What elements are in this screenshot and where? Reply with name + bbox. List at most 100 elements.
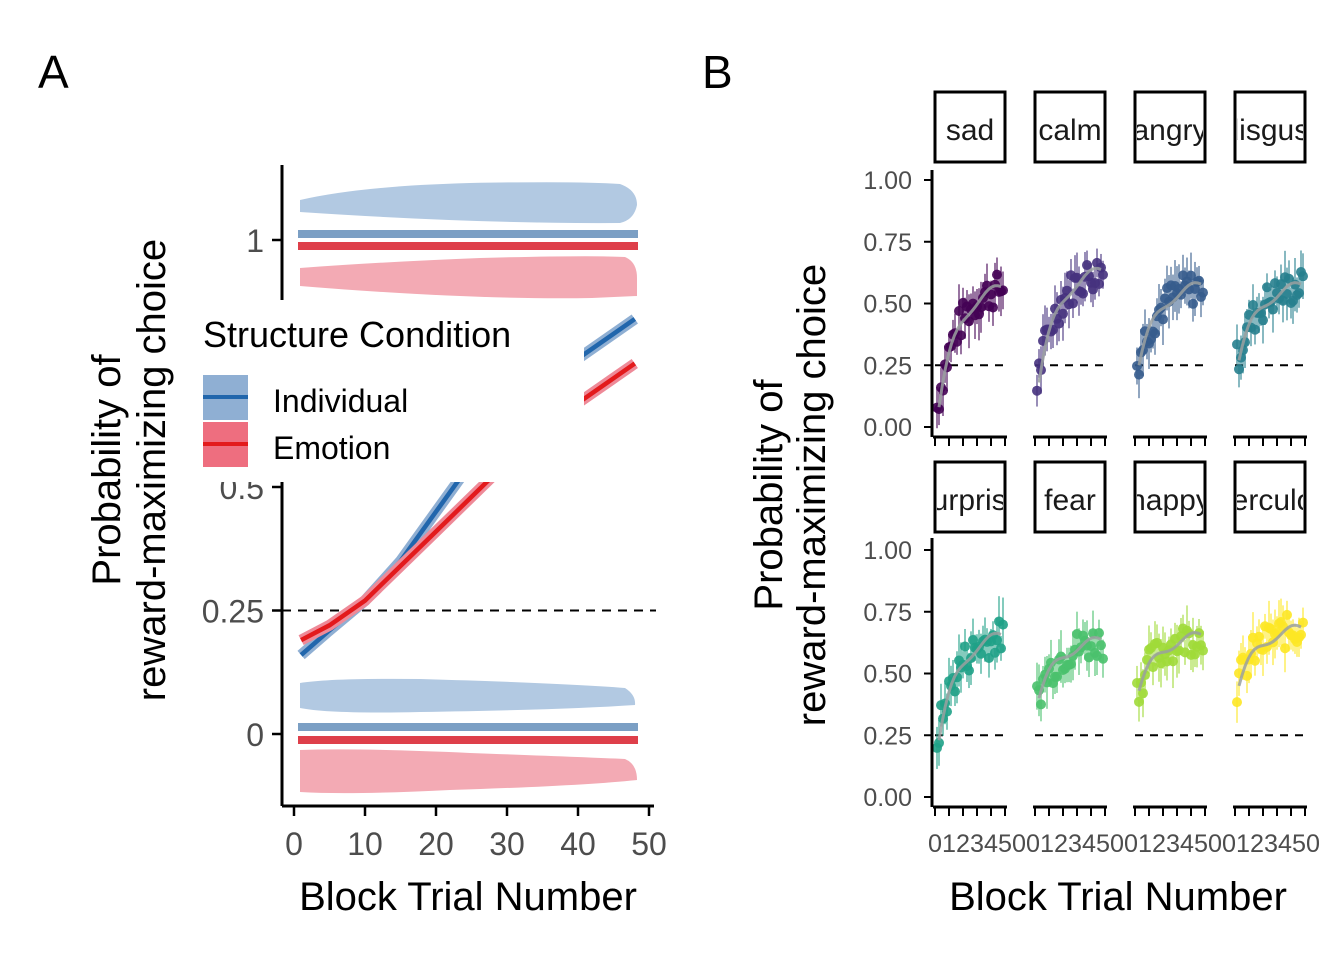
facet-y-tick-label: 0.50: [863, 661, 912, 689]
facet-y-tick-label: 0.00: [863, 414, 912, 442]
facet-strip-tuberculosis: [1233, 460, 1307, 534]
facet-strip-label: disgust: [1222, 114, 1318, 147]
facet-point: [934, 737, 944, 748]
y-tick-label: 0: [246, 717, 264, 753]
panel-b-x-axis-title: Block Trial Number: [949, 875, 1287, 919]
facet-strip-fear: [1033, 460, 1107, 534]
facet-strip-label: sad: [946, 114, 994, 147]
facet-trend-line: [1037, 635, 1102, 699]
facet-point: [1046, 657, 1056, 668]
facet-point: [988, 302, 998, 313]
legend-background: [192, 300, 584, 482]
facet-point: [1258, 315, 1268, 326]
violin-emotion-top: [300, 256, 637, 299]
facet-point: [956, 330, 966, 341]
facet-trend-line: [937, 284, 1002, 408]
facet-strip-label: happy: [1129, 484, 1211, 517]
facet-point: [1036, 699, 1046, 710]
facet-y-tick-label: 0.00: [863, 784, 912, 812]
facet-strip-disgust: [1233, 90, 1307, 164]
legend-title: Structure Condition: [203, 314, 511, 355]
facet-point: [1268, 304, 1278, 315]
facet-trend-line: [1137, 281, 1202, 366]
facet-strip-label: fear: [1044, 484, 1096, 517]
x-tick-label: 20: [418, 826, 454, 862]
facet-point: [960, 641, 970, 652]
facet-point: [1068, 298, 1078, 309]
facet-trend-line: [937, 631, 1002, 741]
x-tick-label: 10: [347, 826, 383, 862]
facet-trend-line: [1237, 623, 1302, 687]
facet-point: [1054, 318, 1064, 329]
facet-trend-line: [1237, 281, 1302, 361]
facet-point: [1250, 655, 1260, 666]
facet-point: [1298, 271, 1308, 282]
legend: Structure Condition Individual Emotion: [192, 300, 584, 482]
facet-y-tick-label: 0.50: [863, 291, 912, 319]
violin-individual-top: [300, 182, 637, 224]
line-emotion: [300, 361, 637, 643]
facet-point: [1248, 299, 1258, 310]
facet-point: [1280, 643, 1290, 654]
facet-point: [1188, 298, 1198, 309]
facet-point: [1098, 653, 1108, 664]
facet-point: [964, 665, 974, 676]
legend-label-individual: Individual: [273, 383, 408, 419]
panel-a-y-axis-title-line2: reward-maximizing choice: [130, 239, 174, 701]
facet-point: [1098, 269, 1108, 280]
facet-x-tick-labels: 0123450012345001234500123450: [928, 830, 1320, 858]
facet-point: [996, 643, 1006, 654]
facet-point: [1158, 314, 1168, 325]
facet-point: [1282, 609, 1292, 620]
facet-strip-calm: [1033, 90, 1107, 164]
facet-point: [1058, 308, 1068, 319]
facet-point: [1296, 629, 1306, 640]
facet-point: [1198, 287, 1208, 298]
facet-y-tick-label: 1.00: [863, 167, 912, 195]
facet-strip-label: calm: [1038, 114, 1101, 147]
x-tick-label: 50: [631, 826, 667, 862]
facet-strip-sad: [933, 90, 1007, 164]
facet-y-tick-label: 0.25: [863, 352, 912, 380]
facet-point: [1198, 645, 1208, 656]
facet-y-tick-label: 1.00: [863, 537, 912, 565]
facet-point: [1186, 270, 1196, 281]
facet-trend-line: [1037, 266, 1102, 383]
facet-strip-angry: [1133, 90, 1207, 164]
facet-y-tick-label: 0.75: [863, 599, 912, 627]
facet-point: [998, 619, 1008, 630]
panel-a-x-axis-title: Block Trial Number: [299, 875, 637, 919]
violin-emotion-bottom: [300, 749, 637, 794]
y-tick-label: 0.25: [202, 594, 264, 630]
panel-b-y-axis-title-line1: Probability of: [747, 379, 791, 611]
facet-y-tick-label: 0.25: [863, 722, 912, 750]
panel-a-y-axis-title-line1: Probability of: [85, 354, 129, 586]
facet-point: [1032, 385, 1042, 396]
facet-point: [954, 305, 964, 316]
facet-point: [1298, 617, 1308, 628]
facet-point: [1094, 278, 1104, 289]
facet-strip-label: tuberculosis: [1190, 484, 1344, 517]
panel-label-b: B: [702, 46, 733, 98]
legend-label-emotion: Emotion: [273, 430, 390, 466]
x-tick-label: 40: [560, 826, 596, 862]
panel-label-a: A: [38, 46, 69, 98]
facet-point: [1232, 697, 1242, 708]
facet-strip-label: surprise: [917, 484, 1024, 517]
facet-y-tick-label: 0.75: [863, 229, 912, 257]
panel-b-y-axis-title-line2: reward-maximizing choice: [790, 264, 834, 726]
panel-b-facet-grid: sad calm angry disgust surprise fear happytube…: [863, 90, 1344, 858]
facet-point: [1168, 656, 1178, 667]
x-tick-label: 0: [285, 826, 303, 862]
violin-individual-bottom: [300, 678, 636, 713]
facet-point: [1078, 288, 1088, 299]
y-tick-label: 1: [246, 223, 264, 259]
facet-trend-line: [1137, 630, 1202, 692]
x-tick-label: 30: [489, 826, 525, 862]
facet-strip-surprise: [933, 460, 1007, 534]
facet-strip-happy: [1133, 460, 1207, 534]
facet-point: [1096, 640, 1106, 651]
panel-a-chart: 00.250.510 10 20 30 40 50: [202, 165, 667, 862]
facet-strip-label: angry: [1132, 114, 1207, 147]
